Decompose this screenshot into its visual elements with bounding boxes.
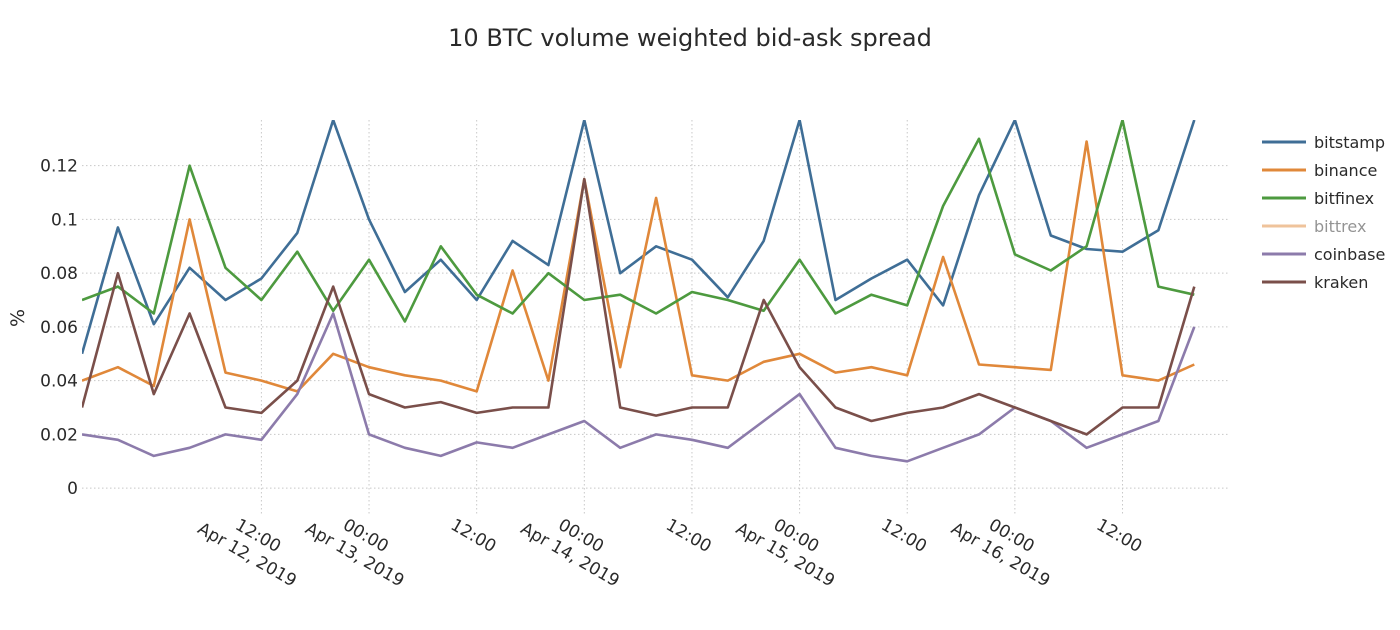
y-tick-label: 0.1 — [51, 210, 78, 230]
y-axis-label: % — [7, 309, 29, 327]
y-tick-label: 0.08 — [40, 264, 78, 284]
legend-item-bitfinex[interactable]: bitfinex — [1262, 189, 1374, 208]
y-tick-label: 0.02 — [40, 425, 78, 445]
x-tick-label: 12:00 — [662, 515, 714, 557]
chart-title: 10 BTC volume weighted bid-ask spread — [448, 24, 932, 52]
x-tick-label: 12:00 — [447, 515, 499, 557]
y-tick-label: 0.12 — [40, 157, 78, 177]
legend-item-binance[interactable]: binance — [1262, 161, 1377, 180]
x-tick: 12:00 — [662, 515, 714, 557]
series-line-binance — [82, 140, 1195, 393]
legend-label: kraken — [1314, 273, 1368, 292]
x-tick-label: 12:00 — [878, 515, 930, 557]
legend-label: bitstamp — [1314, 133, 1385, 152]
legend-label: binance — [1314, 161, 1377, 180]
x-tick-label: 12:00 — [1093, 515, 1145, 557]
legend[interactable]: bitstamp binance bitfinex bittrex coinbase kr… — [1262, 133, 1385, 292]
legend-label: bittrex — [1314, 217, 1366, 236]
grid-layer — [82, 120, 1230, 515]
legend-item-bittrex[interactable]: bittrex — [1262, 217, 1366, 236]
legend-label: coinbase — [1314, 245, 1385, 264]
y-tick-label: 0.04 — [40, 372, 78, 392]
y-tick-label: 0 — [67, 479, 78, 499]
series-line-coinbase — [82, 312, 1196, 463]
series-layer — [82, 120, 1196, 463]
series-line-bitstamp — [82, 120, 1196, 355]
legend-label: bitfinex — [1314, 189, 1374, 208]
legend-item-coinbase[interactable]: coinbase — [1262, 245, 1385, 264]
x-tick: 12:00 — [447, 515, 499, 557]
legend-item-bitstamp[interactable]: bitstamp — [1262, 133, 1385, 152]
y-axis-ticks: 0 0.02 0.04 0.06 0.08 0.1 0.12 — [40, 157, 78, 499]
x-tick: 12:00 — [878, 515, 930, 557]
series-line-bitfinex — [82, 120, 1195, 323]
series-line-kraken — [82, 177, 1196, 436]
legend-item-kraken[interactable]: kraken — [1262, 273, 1368, 292]
x-tick: 12:00 — [1093, 515, 1145, 557]
y-tick-label: 0.06 — [40, 318, 78, 338]
